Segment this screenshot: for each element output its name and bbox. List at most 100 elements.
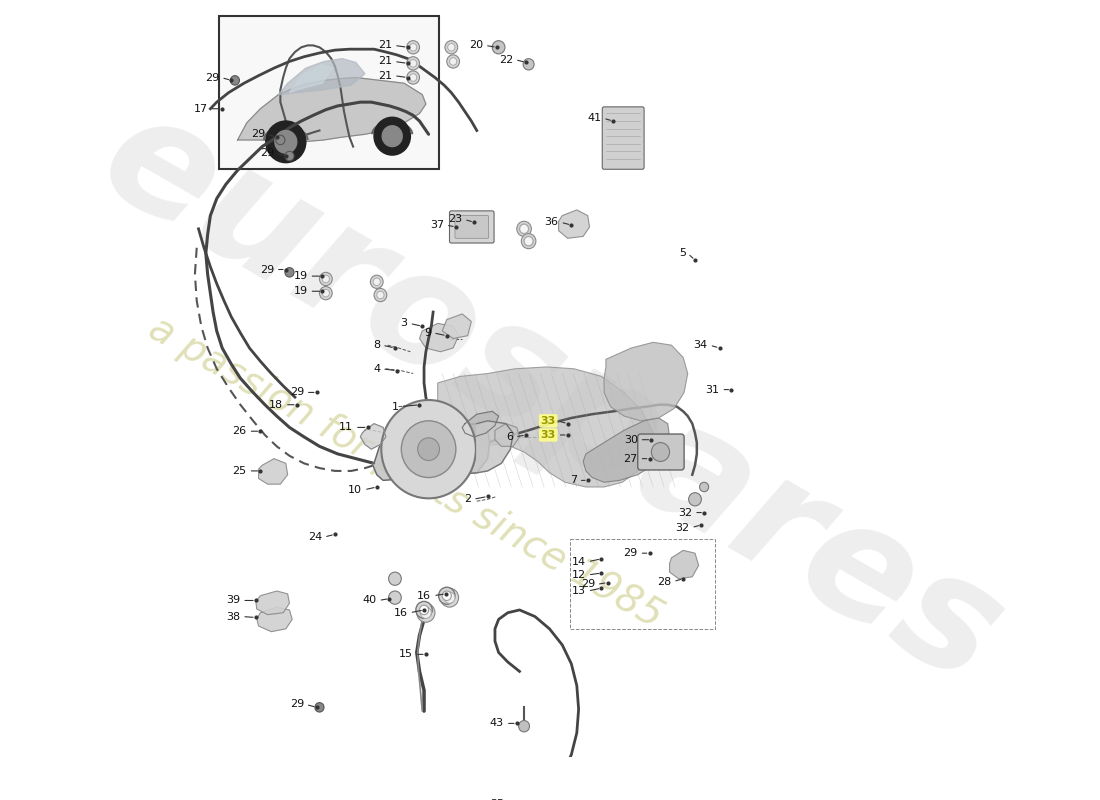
- Text: 15: 15: [399, 650, 414, 659]
- FancyBboxPatch shape: [450, 211, 494, 243]
- Text: 36: 36: [544, 218, 559, 227]
- Text: 33: 33: [540, 430, 556, 440]
- Text: 13: 13: [572, 586, 586, 596]
- Circle shape: [418, 438, 440, 461]
- Text: 7: 7: [570, 475, 576, 486]
- Text: 8: 8: [373, 340, 381, 350]
- FancyBboxPatch shape: [455, 216, 488, 238]
- Text: 30: 30: [624, 434, 638, 445]
- Text: a passion for parts since 1985: a passion for parts since 1985: [142, 310, 670, 636]
- Text: 37: 37: [430, 220, 444, 230]
- Polygon shape: [258, 458, 288, 484]
- Polygon shape: [429, 367, 653, 487]
- Circle shape: [444, 592, 455, 603]
- Text: 29: 29: [289, 387, 304, 398]
- Text: 32: 32: [679, 507, 692, 518]
- Text: 27: 27: [624, 454, 638, 464]
- Text: 23: 23: [448, 214, 462, 224]
- Text: 35: 35: [491, 798, 504, 800]
- Polygon shape: [442, 314, 471, 338]
- Circle shape: [373, 278, 381, 286]
- Circle shape: [419, 605, 429, 614]
- Text: 10: 10: [349, 485, 362, 495]
- Text: 16: 16: [417, 590, 431, 601]
- Polygon shape: [361, 424, 386, 449]
- Text: 34: 34: [694, 340, 707, 350]
- Polygon shape: [604, 342, 688, 421]
- Circle shape: [374, 289, 387, 302]
- Text: 41: 41: [587, 114, 602, 123]
- Circle shape: [382, 400, 476, 498]
- Circle shape: [388, 572, 401, 586]
- Circle shape: [275, 130, 297, 153]
- Text: 19: 19: [294, 286, 308, 296]
- Text: 29: 29: [260, 265, 274, 274]
- Circle shape: [409, 59, 417, 67]
- Circle shape: [266, 121, 306, 162]
- FancyBboxPatch shape: [638, 434, 684, 470]
- Text: 18: 18: [270, 400, 283, 410]
- Circle shape: [521, 234, 536, 249]
- Text: 29: 29: [289, 699, 304, 710]
- Text: 20: 20: [469, 40, 483, 50]
- Circle shape: [651, 442, 670, 462]
- Text: 16: 16: [394, 608, 408, 618]
- Text: 11: 11: [339, 422, 353, 433]
- Circle shape: [442, 591, 451, 601]
- Circle shape: [377, 291, 384, 299]
- Text: 29: 29: [206, 73, 220, 82]
- Circle shape: [447, 55, 460, 68]
- Circle shape: [276, 135, 285, 145]
- Circle shape: [524, 237, 534, 246]
- Circle shape: [492, 41, 505, 54]
- Text: 29: 29: [624, 548, 638, 558]
- Polygon shape: [559, 210, 590, 238]
- Polygon shape: [670, 550, 698, 578]
- Polygon shape: [278, 58, 365, 94]
- Text: 32: 32: [675, 522, 690, 533]
- Text: 22: 22: [499, 54, 514, 65]
- Text: 24: 24: [308, 532, 322, 542]
- Text: eurospares: eurospares: [75, 78, 1027, 717]
- Text: 21: 21: [378, 40, 393, 50]
- Circle shape: [285, 151, 294, 161]
- Polygon shape: [419, 323, 459, 352]
- Text: 43: 43: [490, 718, 504, 729]
- Text: 2: 2: [464, 494, 471, 504]
- Text: 25: 25: [232, 466, 246, 476]
- Circle shape: [689, 493, 702, 506]
- Circle shape: [440, 588, 459, 607]
- Text: 1: 1: [392, 402, 398, 412]
- Circle shape: [315, 702, 324, 712]
- Circle shape: [319, 272, 332, 286]
- Text: 38: 38: [227, 611, 241, 622]
- Circle shape: [517, 222, 531, 237]
- Circle shape: [322, 290, 330, 297]
- Circle shape: [407, 71, 419, 84]
- Text: 26: 26: [232, 426, 246, 436]
- Circle shape: [450, 58, 456, 66]
- Text: 4: 4: [373, 364, 381, 374]
- Circle shape: [409, 74, 417, 82]
- Polygon shape: [256, 607, 293, 632]
- Polygon shape: [256, 591, 289, 614]
- Text: 5: 5: [679, 249, 686, 258]
- Circle shape: [388, 591, 401, 604]
- Text: 28: 28: [657, 577, 671, 586]
- Circle shape: [524, 58, 535, 70]
- Text: 3: 3: [400, 318, 408, 329]
- Text: 6: 6: [506, 432, 514, 442]
- Polygon shape: [289, 64, 333, 93]
- Polygon shape: [476, 421, 514, 473]
- Circle shape: [285, 268, 294, 277]
- Text: 21: 21: [378, 57, 393, 66]
- Text: 29: 29: [251, 130, 265, 139]
- Circle shape: [439, 587, 455, 604]
- Circle shape: [402, 421, 455, 478]
- Circle shape: [416, 602, 432, 618]
- Polygon shape: [583, 418, 670, 482]
- Text: 31: 31: [705, 385, 719, 394]
- Text: 9: 9: [425, 328, 431, 338]
- Text: 29: 29: [260, 148, 274, 158]
- Text: 12: 12: [572, 570, 586, 580]
